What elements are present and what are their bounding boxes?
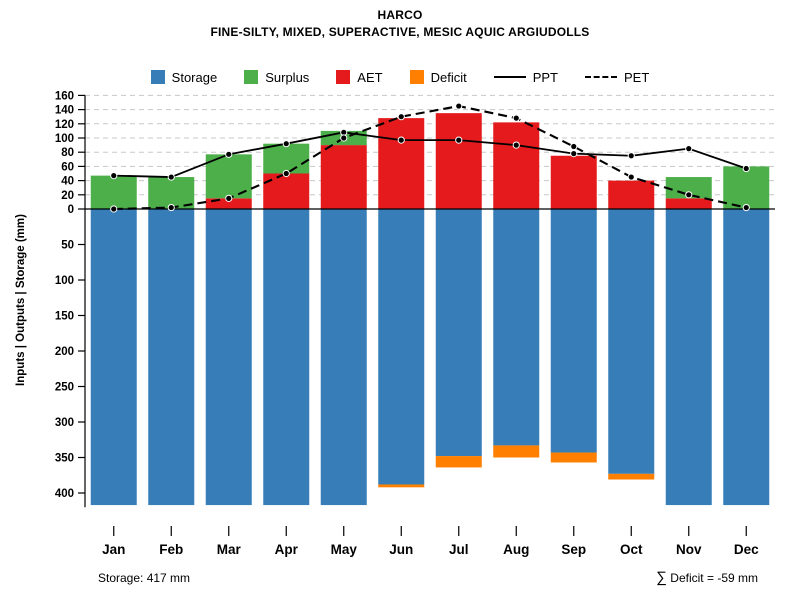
storage-bar [320,209,367,506]
legend-label: AET [357,69,383,85]
storage-total-text: Storage: 417 mm [98,571,191,585]
sigma-symbol: ∑ [656,569,667,586]
aet-bar [435,113,482,209]
surplus-bar [665,177,712,199]
legend-label: Surplus [265,69,310,85]
aet-swatch-icon [336,70,351,84]
svg-text:400: 400 [55,488,74,500]
chart-plot: 0 20 40 60 80 100 120 140 160 50 100 150 200 250 300 35… [0,88,800,563]
storage-bar [723,209,770,506]
surplus-bar [723,166,770,209]
deficit-bar [435,456,482,468]
svg-text:120: 120 [55,119,74,131]
pet-markers [110,102,750,213]
legend-label: PPT [532,69,559,85]
month-label: Dec [734,542,759,557]
legend-item-deficit: Deficit [409,69,467,85]
storage-bar [665,209,712,506]
y-axis: 0 20 40 60 80 100 120 140 160 50 100 150 200 250 300 35… [55,90,86,508]
svg-text:0: 0 [68,204,74,216]
storage-bar [205,209,252,506]
svg-text:300: 300 [55,417,74,429]
x-axis: Jan Feb Mar Apr May Jun Jul Aug Sep Oct Nov Dec [102,526,759,557]
storage-bar [550,209,597,453]
svg-text:200: 200 [55,346,74,358]
aet-bar [263,173,310,209]
svg-text:60: 60 [61,161,74,173]
storage-bar [263,209,310,506]
aet-bar [320,145,367,209]
deficit-bar [550,452,597,463]
aet-bar [608,180,655,209]
month-label: Jun [389,542,413,557]
month-label: Mar [217,542,242,557]
pet-line-sample-icon [585,76,618,78]
aet-bar [205,198,252,209]
y-axis-title: Inputs | Outputs | Storage (mm) [15,214,27,386]
storage-swatch-icon [150,70,165,84]
storage-total-label: Storage: 417 mm [98,571,190,585]
month-label: Nov [676,542,702,557]
pet-line [113,104,747,211]
legend-item-surplus: Surplus [244,70,309,85]
ppt-line-sample-icon [493,76,526,78]
deficit-bar [493,445,540,458]
month-label: Sep [561,542,586,557]
legend-label: PET [624,69,650,85]
deficit-total-text: Deficit = -59 mm [666,571,758,585]
month-label: Oct [620,542,643,557]
storage-bar [90,209,137,506]
aet-bar [493,122,540,209]
aet-bar [550,155,597,209]
chart-subtitle: FINE-SILTY, MIXED, SUPERACTIVE, MESIC AQ… [210,25,590,39]
svg-text:80: 80 [61,147,74,159]
deficit-bar [378,484,425,488]
month-label: Aug [503,542,529,557]
month-label: Apr [275,542,299,557]
ppt-markers [110,128,750,181]
storage-bar [435,209,482,457]
deficit-total-label: ∑ Deficit = -59 mm [656,569,758,586]
legend-item-ppt: PPT [493,69,559,85]
surplus-bar [148,177,195,209]
svg-text:100: 100 [55,275,74,287]
legend-item-storage: Storage [150,69,218,85]
chart-legend: Storage Surplus AET Deficit PPT PET [0,66,800,88]
storage-bar [493,209,540,446]
svg-text:140: 140 [55,105,74,117]
svg-text:40: 40 [61,176,74,188]
chart-title: HARCO [377,8,423,22]
legend-label: Storage [171,69,218,85]
chart-header: HARCO FINE-SILTY, MIXED, SUPERACTIVE, ME… [0,8,800,39]
surplus-bar [90,175,137,209]
legend-item-aet: AET [336,69,383,85]
surplus-bar [263,143,310,174]
svg-text:250: 250 [55,382,74,394]
legend-label: Deficit [430,69,467,85]
deficit-swatch-icon [409,70,424,84]
deficit-bar [608,473,655,480]
storage-bar [608,209,655,474]
bars [90,113,770,506]
svg-text:50: 50 [61,240,74,252]
svg-text:350: 350 [55,453,74,465]
svg-text:20: 20 [61,190,74,202]
month-label: Feb [159,542,183,557]
svg-text:160: 160 [55,90,74,102]
ppt-line [113,131,747,178]
storage-bar [148,209,195,506]
svg-text:150: 150 [55,311,74,323]
storage-bar [378,209,425,485]
month-label: May [331,542,358,557]
legend-item-pet: PET [585,70,649,85]
chart-svg: 0 20 40 60 80 100 120 140 160 50 100 150 200 250 300 35… [15,90,775,557]
month-label: Jul [449,542,469,557]
gridlines [85,94,775,196]
svg-text:100: 100 [55,133,74,145]
aet-bar [378,118,425,209]
aet-bar [665,198,712,209]
surplus-swatch-icon [244,70,259,84]
month-label: Jan [102,542,125,557]
